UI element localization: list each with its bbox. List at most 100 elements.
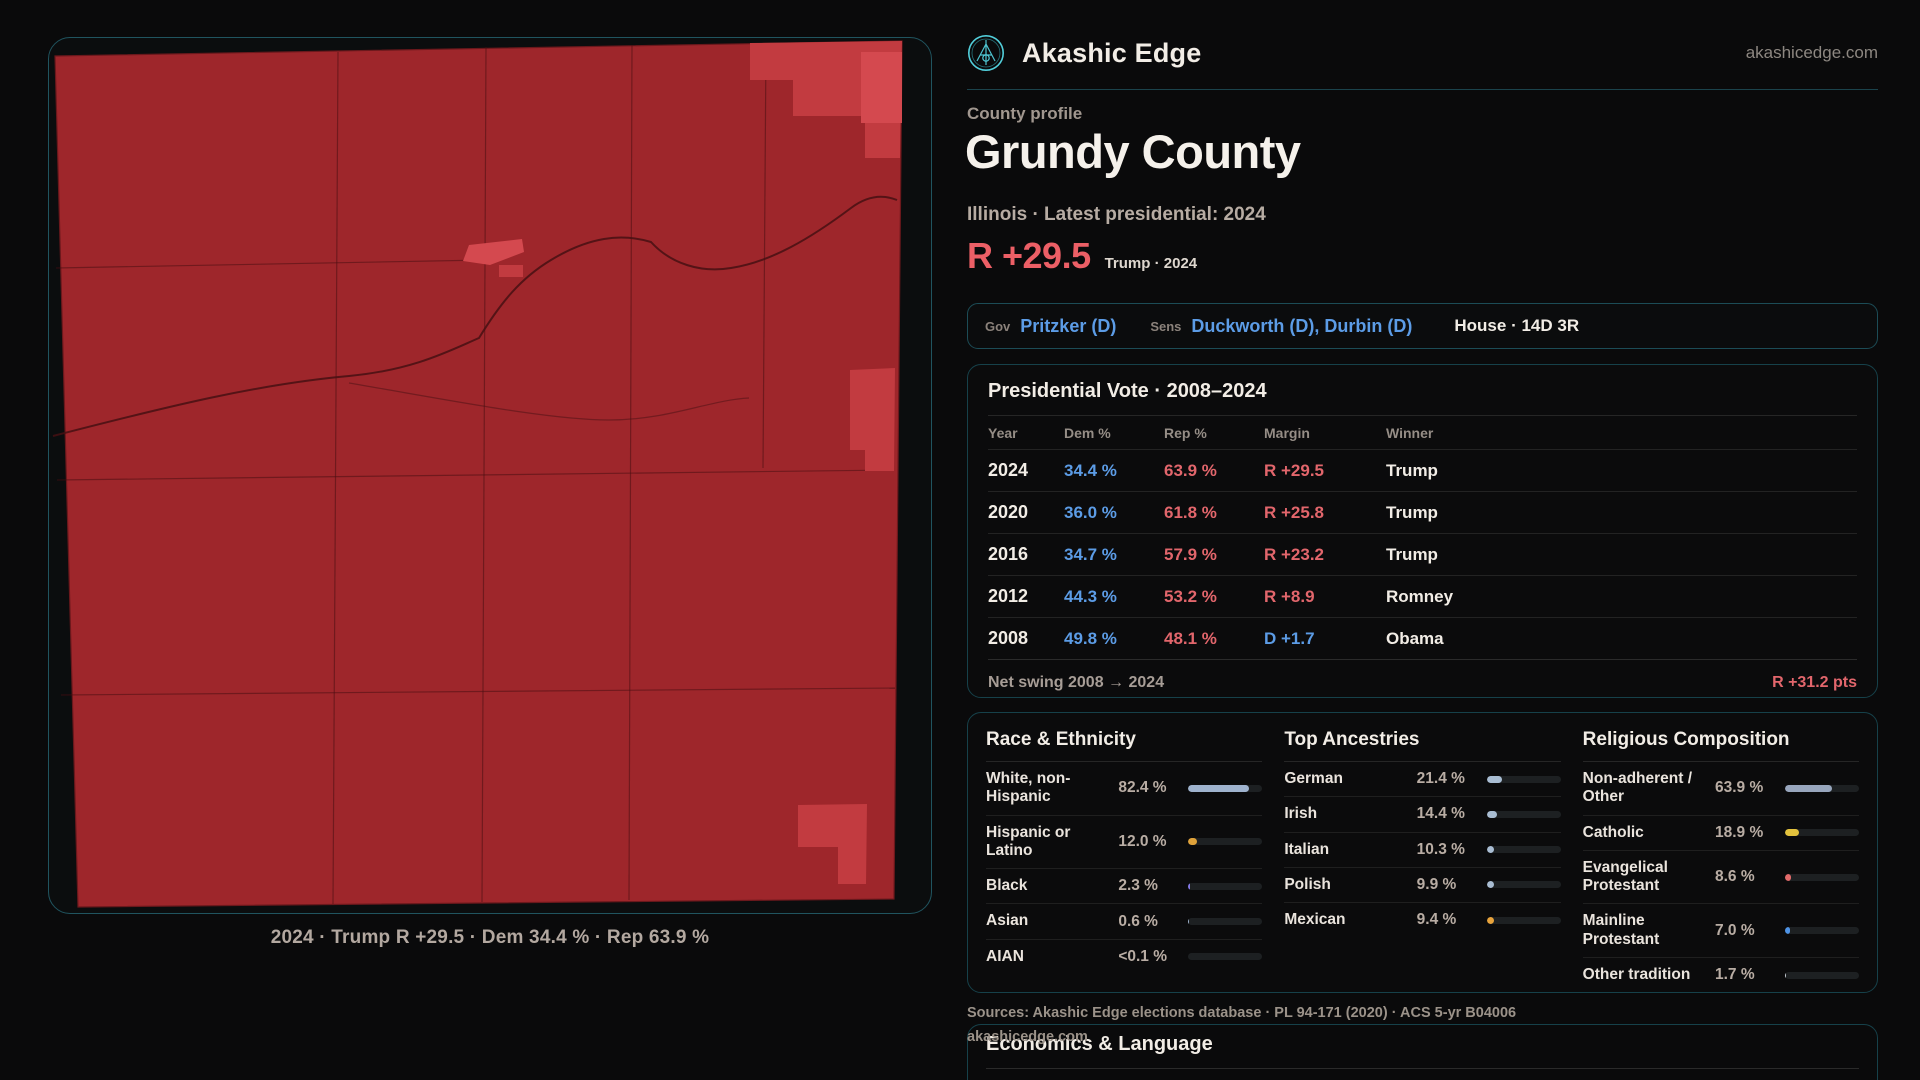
cell-winner: Romney [1386, 586, 1454, 606]
county-map-card[interactable] [48, 37, 932, 914]
demo-label: Evangelical Protestant [1582, 858, 1668, 895]
demographics-section: Race & Ethnicity White, non-Hispanic 82.4 … [986, 729, 1263, 992]
brand-logo-icon [967, 34, 1005, 72]
demo-bar-fill [1486, 916, 1494, 924]
cell-winner: Trump [1386, 544, 1438, 564]
house-delegation: House · 14D 3R [1454, 316, 1580, 335]
cell-rep-pct: 63.9 % [1164, 460, 1217, 480]
page-subtitle: Illinois · Latest presidential: 2024 [967, 204, 1266, 225]
demo-value: 9.9 % [1416, 875, 1457, 893]
demo-row: Mainline Protestant 7.0 % [1582, 904, 1859, 958]
cell-year: 2024 [988, 460, 1029, 480]
demo-bar-fill [1785, 873, 1792, 881]
brand-domain-link[interactable]: akashicedge.com [1745, 43, 1878, 62]
map-caption: 2024 · Trump R +29.5 · Dem 34.4 % · Rep … [270, 927, 710, 948]
demo-value: 0.6 % [1118, 912, 1158, 930]
governor-link[interactable]: Pritzker (D) [1020, 315, 1117, 336]
demo-bar [1188, 882, 1263, 890]
table-row: 2020 36.0 % 61.8 % R +25.8 Trump [988, 492, 1857, 534]
demo-label: Asian [986, 912, 1029, 930]
demo-bar-fill [1188, 784, 1250, 792]
cell-winner: Trump [1386, 460, 1438, 480]
cell-winner: Trump [1386, 502, 1438, 522]
cell-year: 2016 [988, 544, 1029, 564]
demo-row: German 21.4 % [1284, 762, 1561, 798]
demo-bar [1188, 784, 1263, 792]
demo-row: Irish 14.4 % [1284, 797, 1561, 833]
demographics-section: Top Ancestries German 21.4 % Irish 14.4 % Ita… [1284, 729, 1561, 992]
table-row: 2016 34.7 % 57.9 % R +23.2 Trump [988, 534, 1857, 576]
demo-bar [1785, 784, 1859, 792]
demographics-card: Race & Ethnicity White, non-Hispanic 82.4 … [967, 712, 1878, 993]
demo-value: 7.0 % [1715, 921, 1755, 939]
demo-value: 10.3 % [1416, 840, 1465, 858]
table-row: 2024 34.4 % 63.9 % R +29.5 Trump [988, 450, 1857, 492]
cell-rep-pct: 57.9 % [1164, 544, 1217, 564]
demo-row: AIAN <0.1 % [986, 940, 1263, 974]
demo-row: Evangelical Protestant 8.6 % [1582, 851, 1859, 905]
header-divider [967, 89, 1878, 90]
column-header: Year [988, 424, 1018, 441]
demo-value: 63.9 % [1715, 779, 1764, 797]
presidential-table-body: 2024 34.4 % 63.9 % R +29.5 Trump 2020 36.0 % 61… [988, 450, 1857, 660]
demo-label: Hispanic or Latino [986, 823, 1071, 859]
presidential-vote-card: Presidential Vote · 2008–2024 Year Dem % R… [967, 364, 1878, 698]
demo-value: 1.7 % [1715, 966, 1755, 984]
officials-bar: Gov Pritzker (D) Sens Duckworth (D), Dur… [967, 303, 1878, 349]
demo-bar [1486, 775, 1561, 783]
sources-line: Sources: Akashic Edge elections database… [967, 1005, 1517, 1021]
demo-bar [1785, 971, 1859, 979]
cell-dem-pct: 34.7 % [1064, 544, 1117, 564]
page-title: Grundy County [965, 125, 1301, 178]
demo-label: Mexican [1284, 911, 1346, 929]
presidential-table-header: Year Dem % Rep % Margin Winner [988, 416, 1857, 450]
demo-label: Italian [1284, 840, 1330, 858]
demo-bar [1785, 829, 1859, 837]
demographics-section: Religious Composition Non-adherent / Othe… [1582, 729, 1859, 992]
demo-label: Polish [1284, 875, 1331, 893]
brand-name: Akashic Edge [1022, 37, 1202, 68]
cell-winner: Obama [1386, 628, 1444, 648]
demo-bar [1486, 916, 1561, 924]
net-swing-row: Net swing 2008 → 2024 R +31.2 pts [988, 659, 1857, 705]
column-header: Winner [1386, 424, 1434, 441]
cell-dem-pct: 44.3 % [1064, 586, 1117, 606]
county-map[interactable] [49, 38, 932, 914]
demo-bar [1486, 846, 1561, 854]
table-row: 2012 44.3 % 53.2 % R +8.9 Romney [988, 576, 1857, 618]
economics-card: Economics & Language Median HH incomePov… [967, 1024, 1878, 1080]
demo-bar-fill [1785, 927, 1791, 935]
headline-margin: R +29.5 [967, 235, 1091, 276]
presidential-card-title: Presidential Vote · 2008–2024 [988, 380, 1857, 416]
column-header: Dem % [1064, 424, 1111, 441]
demo-bar-fill [1486, 846, 1495, 854]
demo-row: Asian 0.6 % [986, 904, 1263, 940]
demo-row: Black 2.3 % [986, 869, 1263, 905]
demo-row: Italian 10.3 % [1284, 833, 1561, 868]
demo-label: Non-adherent / Other [1582, 770, 1693, 806]
cell-dem-pct: 49.8 % [1064, 628, 1117, 648]
demo-label: Catholic [1582, 823, 1644, 841]
demo-bar-fill [1486, 775, 1503, 783]
sources-line-2: akashicedge.com [967, 1029, 1088, 1045]
cell-year: 2020 [988, 502, 1029, 522]
headline-margin-row: R +29.5 Trump · 2024 [967, 235, 1197, 277]
section-title: Top Ancestries [1284, 729, 1561, 762]
net-swing-value: R +31.2 pts [1772, 673, 1857, 691]
demo-bar [1785, 927, 1859, 935]
cell-dem-pct: 36.0 % [1064, 502, 1117, 522]
demo-row: Hispanic or Latino 12.0 % [986, 816, 1263, 870]
demo-label: Irish [1284, 805, 1318, 823]
demo-bar-fill [1785, 784, 1833, 792]
demo-row: Polish 9.9 % [1284, 868, 1561, 904]
demo-value: 14.4 % [1416, 805, 1465, 823]
economics-divider [986, 1068, 1859, 1069]
cell-dem-pct: 34.4 % [1064, 460, 1117, 480]
demo-bar [1188, 838, 1263, 846]
cell-margin: D +1.7 [1264, 628, 1315, 648]
senators-link[interactable]: Duckworth (D), Durbin (D) [1191, 315, 1413, 336]
demo-label: German [1284, 770, 1343, 787]
top-bar: Akashic Edge akashicedge.com [967, 28, 1878, 78]
cell-rep-pct: 48.1 % [1164, 628, 1217, 648]
